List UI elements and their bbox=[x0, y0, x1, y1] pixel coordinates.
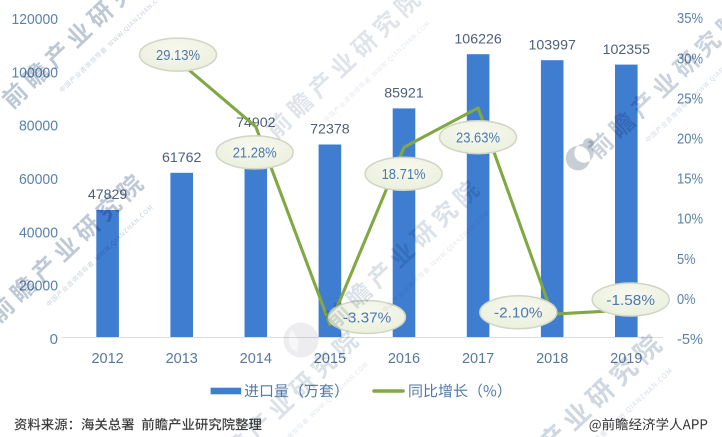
svg-text:72378: 72378 bbox=[310, 122, 350, 138]
svg-text:102355: 102355 bbox=[603, 42, 650, 58]
svg-text:40000: 40000 bbox=[19, 224, 58, 241]
svg-text:-2.10%: -2.10% bbox=[494, 305, 543, 322]
svg-text:-3.37%: -3.37% bbox=[343, 309, 392, 326]
svg-text:103997: 103997 bbox=[529, 37, 576, 53]
svg-text:29.13%: 29.13% bbox=[156, 47, 200, 64]
svg-text:80000: 80000 bbox=[19, 118, 58, 135]
svg-text:18.71%: 18.71% bbox=[382, 166, 426, 183]
svg-text:-1.58%: -1.58% bbox=[606, 292, 655, 309]
svg-text:0%: 0% bbox=[677, 291, 696, 308]
svg-text:10%: 10% bbox=[677, 211, 703, 228]
svg-text:2014: 2014 bbox=[240, 351, 272, 367]
svg-text:120000: 120000 bbox=[12, 11, 59, 28]
svg-text:15%: 15% bbox=[677, 171, 703, 188]
svg-text:85921: 85921 bbox=[384, 86, 424, 102]
svg-text:21.28%: 21.28% bbox=[233, 145, 277, 162]
svg-text:0: 0 bbox=[50, 331, 58, 348]
svg-text:106226: 106226 bbox=[454, 31, 501, 47]
svg-text:47829: 47829 bbox=[88, 187, 128, 203]
svg-text:61762: 61762 bbox=[162, 150, 202, 166]
svg-text:2016: 2016 bbox=[388, 351, 420, 367]
svg-text:5%: 5% bbox=[677, 251, 696, 268]
svg-text:-5%: -5% bbox=[677, 331, 703, 348]
svg-text:20%: 20% bbox=[677, 131, 703, 148]
svg-text:23.63%: 23.63% bbox=[456, 130, 500, 147]
svg-text:2013: 2013 bbox=[166, 351, 198, 367]
svg-text:60000: 60000 bbox=[19, 171, 58, 188]
svg-text:2012: 2012 bbox=[91, 351, 123, 367]
svg-text:2018: 2018 bbox=[536, 351, 568, 367]
svg-text:35%: 35% bbox=[677, 10, 703, 27]
svg-text:2017: 2017 bbox=[462, 351, 494, 367]
